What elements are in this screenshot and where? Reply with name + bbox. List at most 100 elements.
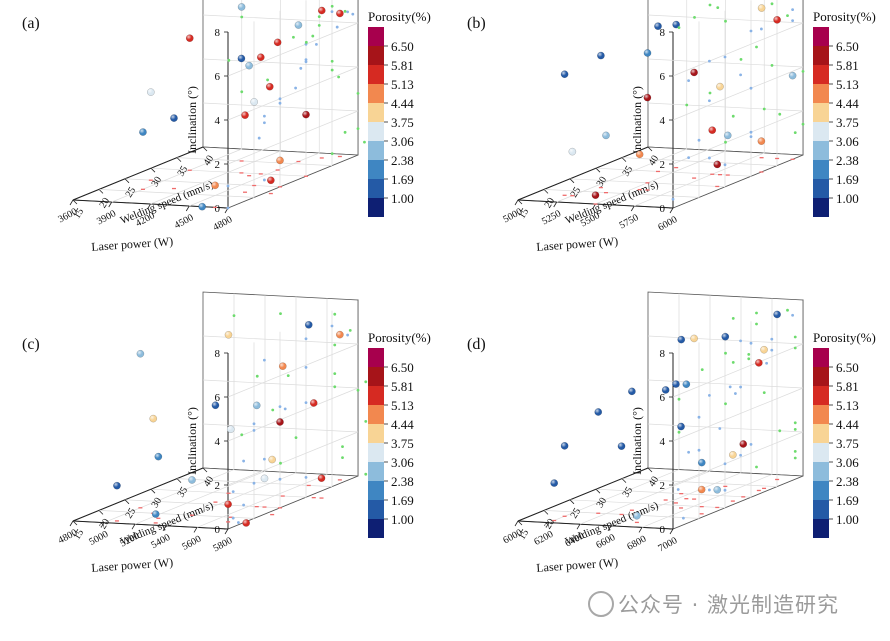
projection-left-dot <box>252 422 256 426</box>
grid-y-floor <box>124 499 281 509</box>
z-tick-label: 0 <box>215 524 221 536</box>
projection-back-dot <box>778 112 782 116</box>
projection-floor-dash <box>562 515 567 517</box>
x-tick <box>185 205 190 212</box>
y-tick <box>569 178 575 184</box>
projection-back-dot <box>716 6 720 9</box>
projection-floor-dash <box>278 507 282 509</box>
projection-floor-dash <box>156 517 161 519</box>
data-point-sphere <box>773 16 781 24</box>
projection-back-dot <box>747 357 751 361</box>
projection-floor-dash <box>756 489 761 492</box>
data-point-sphere <box>151 510 160 518</box>
projection-floor-dash <box>725 174 730 176</box>
projection-left-dot <box>299 66 303 70</box>
projection-floor-dash <box>239 160 244 162</box>
data-point-sphere <box>773 310 781 319</box>
panel-label: (c) <box>22 336 40 353</box>
projection-back-dot <box>279 312 282 315</box>
projection-floor-dash <box>270 513 275 516</box>
z-tick-label: 0 <box>215 203 221 215</box>
projection-floor-dash <box>278 186 282 188</box>
grid-z-left <box>672 66 804 121</box>
projection-back-dot <box>677 26 681 29</box>
data-point-sphere <box>317 474 326 482</box>
colorbar-swatch <box>813 405 829 424</box>
colorbar-label: 1.69 <box>836 493 859 508</box>
projection-back-dot <box>364 380 368 384</box>
z-tick-label: 2 <box>215 480 221 492</box>
projection-left-dot <box>749 341 753 345</box>
x-tick-label: 4800 <box>211 214 234 233</box>
colorbar-swatch <box>368 519 384 538</box>
projection-left-dot <box>346 333 349 337</box>
x-tick-label: 7000 <box>656 535 679 554</box>
projection-left-dot <box>723 55 727 59</box>
y-tick <box>124 499 130 505</box>
projection-back-dot <box>755 465 758 469</box>
colorbar-label: 1.00 <box>836 512 859 527</box>
projection-left-dot <box>708 99 711 103</box>
x-tick <box>607 525 612 532</box>
projection-floor-dash <box>280 495 285 497</box>
y-tick <box>72 199 78 205</box>
projection-left-dot <box>315 42 318 46</box>
x-tick-label: 6000 <box>656 214 679 233</box>
grid-z-left <box>227 431 359 486</box>
data-point-sphere <box>568 147 577 156</box>
projection-floor-dash <box>275 169 280 171</box>
projection-left-dot <box>791 313 794 317</box>
z-tick-label: 8 <box>215 348 221 360</box>
z-tick-label: 4 <box>660 436 666 448</box>
projection-left-dot <box>697 448 701 452</box>
gridlines <box>543 293 804 528</box>
colorbar-label: 3.75 <box>836 436 859 451</box>
y-tick-label: 35 <box>621 164 636 178</box>
grid-z-left <box>227 66 359 121</box>
data-point-sphere <box>294 21 303 29</box>
legend-title: Porosity(%) <box>813 330 876 345</box>
y-tick-label: 15 <box>517 528 532 542</box>
colorbar-swatch <box>813 481 829 500</box>
projection-floor-dash <box>656 170 660 173</box>
projection-floor-dash <box>187 169 192 171</box>
y-tick-label: 15 <box>72 207 87 221</box>
legend-title: Porosity(%) <box>368 9 431 24</box>
projection-back-dot <box>292 35 295 39</box>
colorbar-legend: Porosity(%) 6.50 5.81 5.13 4.44 3.75 3.06 2.38 1… <box>368 9 431 217</box>
projection-back-dot <box>755 45 758 49</box>
grid-z-left <box>227 343 359 398</box>
projection-back-dot <box>240 433 244 437</box>
panel-c: 0 2 4 6 8 4800 5000 5200 5400 5600 5800 15 20 25 30 35 4… <box>0 291 445 641</box>
y-tick-label: 40 <box>202 475 217 489</box>
y-tick-label: 20 <box>98 517 113 531</box>
projection-left-dot <box>231 490 235 494</box>
colorbar-swatch <box>368 386 384 405</box>
projection-back-dot <box>348 329 352 332</box>
projection-left-dot <box>739 73 742 77</box>
x-tick <box>108 201 113 208</box>
data-point-sphere <box>336 330 344 339</box>
projection-back-dot <box>341 456 344 459</box>
projection-back-dot <box>356 388 360 392</box>
y-tick-label: 20 <box>98 196 113 210</box>
projection-left-dot <box>283 407 287 411</box>
data-point-sphere <box>149 414 158 423</box>
x-tick-label: 5250 <box>540 208 563 227</box>
y-tick <box>176 478 182 483</box>
projection-floor-dash <box>171 187 176 190</box>
projection-left-dot <box>237 521 240 524</box>
data-point-sphere <box>267 176 275 185</box>
grid-z-left <box>672 343 804 398</box>
projection-floor-dash <box>718 174 722 176</box>
projection-left-dot <box>304 58 308 61</box>
projection-left-dot <box>671 197 675 201</box>
z-tick-label: 4 <box>215 436 221 448</box>
projection-back-dot <box>793 335 797 339</box>
y-tick-label: 30 <box>150 496 165 510</box>
data-point-sphere <box>276 156 284 165</box>
data-point-sphere <box>690 68 698 77</box>
data-point-sphere <box>723 131 732 140</box>
data-point-sphere <box>672 380 680 388</box>
